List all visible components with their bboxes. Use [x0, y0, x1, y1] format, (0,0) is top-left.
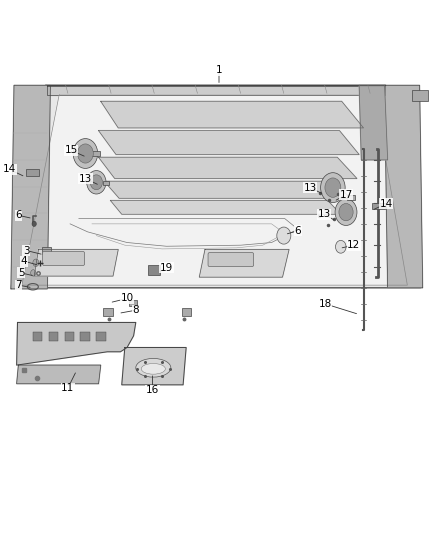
- Text: 4: 4: [21, 256, 28, 266]
- Circle shape: [78, 144, 93, 163]
- Text: 6: 6: [294, 226, 301, 236]
- Text: 6: 6: [15, 211, 22, 220]
- Polygon shape: [359, 85, 388, 160]
- Text: 17: 17: [339, 190, 353, 199]
- Circle shape: [33, 259, 39, 266]
- Circle shape: [336, 240, 346, 253]
- Text: 15: 15: [64, 146, 78, 155]
- Bar: [26, 169, 39, 176]
- Text: 8: 8: [132, 305, 139, 315]
- Bar: [372, 203, 385, 209]
- Bar: [182, 308, 191, 316]
- FancyBboxPatch shape: [208, 253, 254, 266]
- Text: 1: 1: [215, 66, 223, 75]
- Bar: [412, 90, 428, 101]
- Text: 13: 13: [318, 209, 331, 219]
- Circle shape: [32, 221, 36, 227]
- Bar: [103, 308, 113, 316]
- Text: 18: 18: [318, 299, 332, 309]
- Bar: [42, 247, 51, 254]
- FancyBboxPatch shape: [42, 252, 85, 265]
- Circle shape: [335, 199, 357, 225]
- Polygon shape: [99, 157, 357, 179]
- Polygon shape: [385, 85, 423, 288]
- Text: 11: 11: [61, 383, 74, 393]
- Circle shape: [87, 171, 106, 194]
- Polygon shape: [110, 200, 341, 214]
- Polygon shape: [11, 85, 420, 288]
- Bar: [65, 332, 74, 341]
- Polygon shape: [199, 249, 289, 277]
- Polygon shape: [34, 249, 118, 276]
- Bar: [33, 332, 42, 341]
- Ellipse shape: [141, 364, 165, 374]
- Polygon shape: [47, 86, 385, 95]
- Circle shape: [73, 139, 98, 168]
- Bar: [347, 195, 355, 200]
- Circle shape: [321, 173, 345, 203]
- Bar: [129, 300, 137, 306]
- Text: 10: 10: [120, 294, 134, 303]
- Text: 3: 3: [23, 246, 30, 255]
- Polygon shape: [122, 348, 186, 385]
- Text: 14: 14: [3, 165, 16, 174]
- Text: 5: 5: [18, 268, 25, 278]
- Ellipse shape: [136, 358, 171, 377]
- Circle shape: [325, 178, 341, 197]
- Circle shape: [90, 175, 102, 190]
- Circle shape: [339, 204, 353, 221]
- Bar: [49, 332, 58, 341]
- Polygon shape: [101, 101, 364, 128]
- Text: 7: 7: [15, 280, 22, 290]
- Circle shape: [277, 227, 291, 244]
- Text: 12: 12: [347, 240, 360, 250]
- Text: 13: 13: [304, 183, 317, 192]
- Text: 16: 16: [146, 385, 159, 395]
- Bar: [148, 265, 160, 275]
- Text: 13: 13: [79, 174, 92, 183]
- Bar: [103, 181, 109, 185]
- Bar: [96, 332, 106, 341]
- Polygon shape: [104, 181, 350, 198]
- Polygon shape: [17, 365, 101, 384]
- Bar: [92, 151, 100, 156]
- Bar: [81, 332, 90, 341]
- Polygon shape: [22, 95, 407, 285]
- Circle shape: [31, 270, 36, 276]
- Text: 14: 14: [380, 199, 393, 208]
- Text: 19: 19: [160, 263, 173, 272]
- Polygon shape: [99, 131, 359, 155]
- Polygon shape: [11, 85, 50, 289]
- Polygon shape: [17, 322, 136, 365]
